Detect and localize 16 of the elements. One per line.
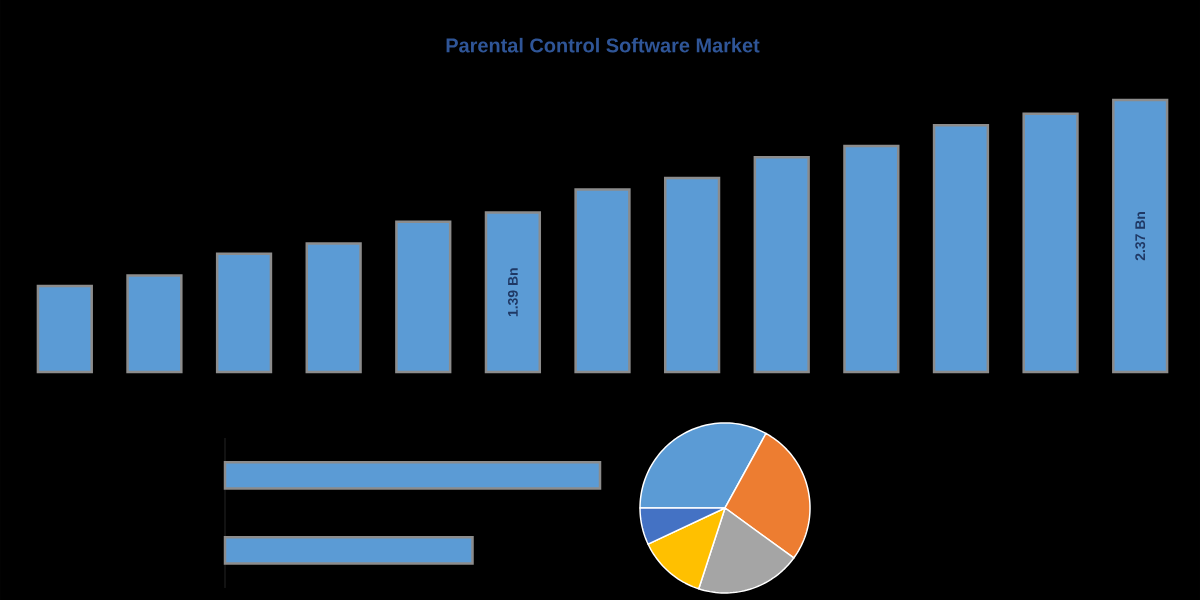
bar	[36, 284, 93, 374]
data-label: 1.39 Bn	[507, 268, 518, 317]
bar	[305, 242, 362, 374]
data-label: 2.37 Bn	[1135, 212, 1146, 261]
bar	[484, 211, 542, 374]
bar	[753, 156, 810, 374]
bar	[932, 123, 990, 374]
bar	[574, 188, 631, 374]
bar	[395, 220, 452, 374]
bar	[1112, 98, 1169, 374]
bar	[663, 176, 721, 374]
bar	[1022, 112, 1079, 374]
bar	[126, 274, 183, 374]
bar	[215, 252, 273, 374]
chart-title: Parental Control Software Market	[446, 37, 760, 53]
bar	[843, 144, 900, 374]
